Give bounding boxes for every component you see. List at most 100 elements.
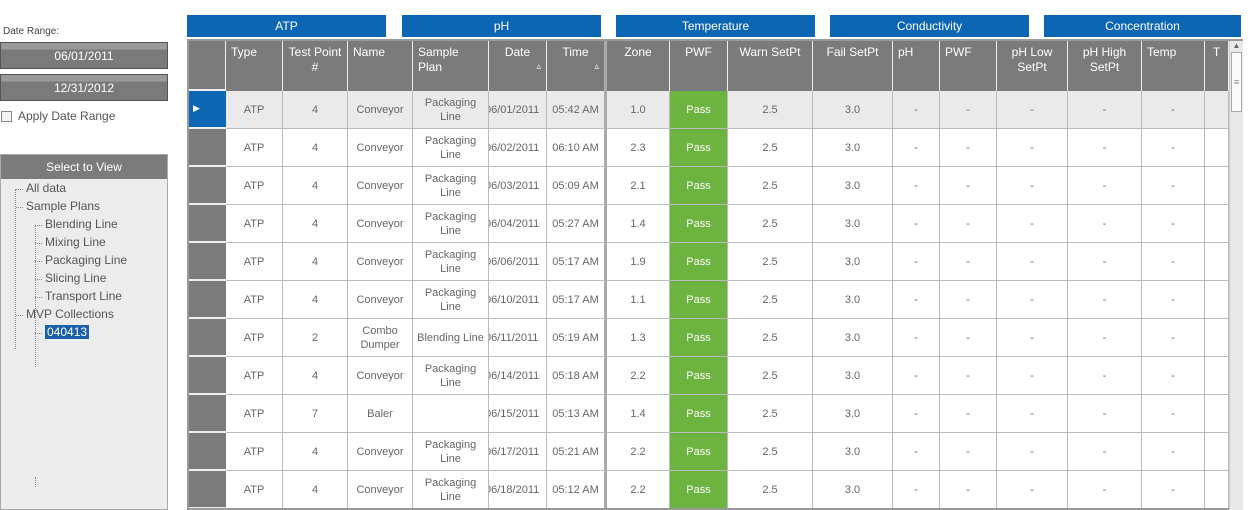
table-cell[interactable]: Combo Dumper	[348, 319, 413, 357]
table-cell[interactable]: -	[940, 433, 997, 471]
table-cell[interactable]	[1205, 129, 1229, 167]
table-cell[interactable]: 2.1	[607, 167, 670, 205]
row-selector[interactable]	[189, 471, 226, 508]
table-cell[interactable]: Packaging Line	[413, 471, 489, 508]
tree-item[interactable]: 040413	[45, 325, 90, 339]
tree-item[interactable]: Packaging Line	[45, 253, 128, 267]
table-cell[interactable]: 2.5	[728, 243, 813, 281]
table-cell[interactable]: Packaging Line	[413, 433, 489, 471]
table-cell[interactable]: 06/14/2011	[489, 357, 547, 395]
tree-item[interactable]: MVP Collections	[26, 307, 114, 321]
table-cell[interactable]	[1205, 243, 1229, 281]
table-cell[interactable]: 4	[283, 91, 348, 129]
table-cell[interactable]: Blending Line	[413, 319, 489, 357]
table-cell[interactable]: Conveyor	[348, 205, 413, 243]
table-cell[interactable]: Pass	[670, 319, 728, 357]
scroll-up-icon[interactable]: ▲	[1232, 41, 1241, 50]
table-cell[interactable]: 06/10/2011	[489, 281, 547, 319]
table-cell[interactable]: -	[1068, 319, 1142, 357]
table-cell[interactable]: Baler	[348, 395, 413, 433]
table-cell[interactable]: -	[1068, 471, 1142, 508]
start-date-button[interactable]: 06/01/2011	[0, 42, 168, 69]
table-cell[interactable]: 06/18/2011	[489, 471, 547, 508]
group-header-temperature[interactable]: Temperature	[616, 15, 815, 37]
row-selector[interactable]	[189, 167, 226, 205]
table-cell[interactable]: Pass	[670, 357, 728, 395]
table-cell[interactable]: 05:21 AM	[547, 433, 607, 471]
table-cell[interactable]: 3.0	[813, 395, 893, 433]
table-cell[interactable]	[1205, 433, 1229, 471]
table-cell[interactable]: 1.4	[607, 395, 670, 433]
table-cell[interactable]: 2.3	[607, 129, 670, 167]
table-cell[interactable]: -	[1068, 129, 1142, 167]
table-cell[interactable]: Pass	[670, 129, 728, 167]
table-cell[interactable]	[1205, 471, 1229, 508]
table-cell[interactable]: -	[940, 319, 997, 357]
table-cell[interactable]: 3.0	[813, 433, 893, 471]
table-cell[interactable]: 06/06/2011	[489, 243, 547, 281]
table-cell[interactable]: 3.0	[813, 281, 893, 319]
table-cell[interactable]: -	[1142, 357, 1205, 395]
table-cell[interactable]: 05:13 AM	[547, 395, 607, 433]
vertical-scrollbar[interactable]: ▲ ≡	[1229, 41, 1243, 510]
table-cell[interactable]: 06/04/2011	[489, 205, 547, 243]
table-cell[interactable]: ATP	[226, 205, 283, 243]
column-header[interactable]: Sample Plan	[413, 41, 489, 91]
table-cell[interactable]: 1.1	[607, 281, 670, 319]
table-cell[interactable]: 4	[283, 433, 348, 471]
table-cell[interactable]: 3.0	[813, 129, 893, 167]
table-cell[interactable]: -	[1142, 281, 1205, 319]
table-cell[interactable]: 06/17/2011	[489, 433, 547, 471]
table-cell[interactable]: 1.0	[607, 91, 670, 129]
column-header[interactable]: Warn SetPt	[728, 41, 813, 91]
table-cell[interactable]: -	[893, 243, 940, 281]
table-cell[interactable]: 06/01/2011	[489, 91, 547, 129]
table-cell[interactable]: -	[997, 243, 1068, 281]
table-cell[interactable]: ATP	[226, 167, 283, 205]
table-cell[interactable]: 06/03/2011	[489, 167, 547, 205]
column-header[interactable]: T	[1205, 41, 1229, 91]
table-cell[interactable]: 05:12 AM	[547, 471, 607, 508]
scroll-thumb[interactable]: ≡	[1231, 52, 1242, 112]
table-cell[interactable]: -	[1068, 243, 1142, 281]
table-cell[interactable]: -	[893, 167, 940, 205]
table-cell[interactable]: 2.5	[728, 167, 813, 205]
table-cell[interactable]: -	[893, 205, 940, 243]
table-cell[interactable]: 2.5	[728, 357, 813, 395]
row-selector[interactable]	[189, 243, 226, 281]
table-cell[interactable]	[1205, 281, 1229, 319]
table-cell[interactable]: Conveyor	[348, 433, 413, 471]
sort-ascending-icon[interactable]: ▵	[594, 61, 599, 71]
column-header[interactable]: Name	[348, 41, 413, 91]
table-cell[interactable]: -	[1142, 471, 1205, 508]
table-cell[interactable]: Packaging Line	[413, 357, 489, 395]
table-cell[interactable]: -	[997, 281, 1068, 319]
table-cell[interactable]: 1.4	[607, 205, 670, 243]
end-date-button[interactable]: 12/31/2012	[0, 74, 168, 101]
table-cell[interactable]: -	[893, 319, 940, 357]
table-cell[interactable]: -	[1142, 433, 1205, 471]
table-cell[interactable]: -	[893, 129, 940, 167]
checkbox-icon[interactable]	[1, 110, 12, 122]
table-cell[interactable]: 3.0	[813, 471, 893, 508]
group-header-concentration[interactable]: Concentration	[1044, 15, 1241, 37]
column-header[interactable]: Type	[226, 41, 283, 91]
table-cell[interactable]	[1205, 319, 1229, 357]
row-selector[interactable]	[189, 129, 226, 167]
row-selector[interactable]	[189, 357, 226, 395]
table-cell[interactable]: -	[940, 243, 997, 281]
table-cell[interactable]: 3.0	[813, 357, 893, 395]
table-cell[interactable]: ATP	[226, 319, 283, 357]
table-cell[interactable]: 4	[283, 167, 348, 205]
table-cell[interactable]: ATP	[226, 395, 283, 433]
table-cell[interactable]: -	[1068, 205, 1142, 243]
table-cell[interactable]: Pass	[670, 243, 728, 281]
table-cell[interactable]: -	[997, 433, 1068, 471]
table-cell[interactable]: Conveyor	[348, 281, 413, 319]
table-cell[interactable]: 06/02/2011	[489, 129, 547, 167]
table-cell[interactable]: -	[1068, 395, 1142, 433]
table-cell[interactable]: 3.0	[813, 205, 893, 243]
column-header[interactable]: Fail SetPt	[813, 41, 893, 91]
table-cell[interactable]: 1.3	[607, 319, 670, 357]
table-cell[interactable]: -	[1142, 167, 1205, 205]
